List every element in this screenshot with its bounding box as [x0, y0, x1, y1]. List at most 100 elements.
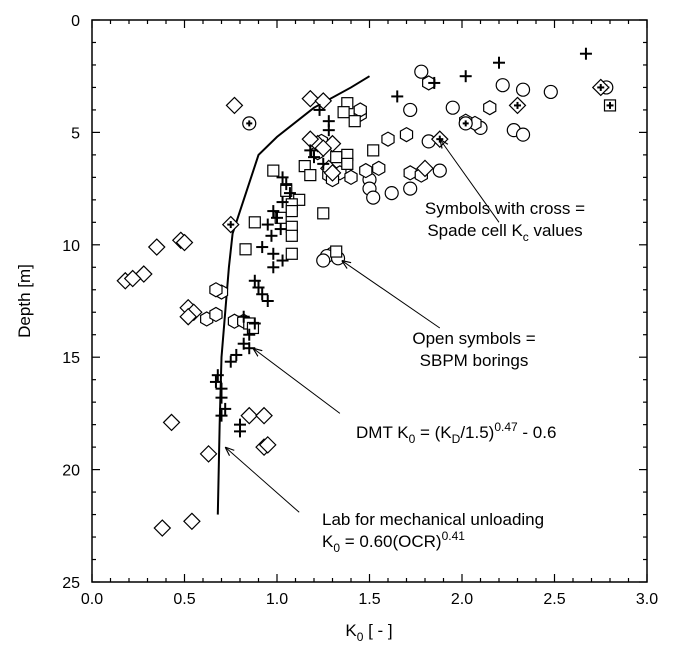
data-point-plus — [304, 144, 317, 157]
data-point-circle — [414, 64, 429, 79]
square-marker — [248, 216, 261, 229]
data-point-circle — [445, 100, 460, 115]
circle-marker — [403, 102, 418, 118]
annotation-arrow-cross — [440, 139, 500, 223]
data-point-plus — [265, 229, 278, 242]
data-point-plus — [215, 409, 228, 422]
diamond-marker — [416, 159, 434, 178]
square-marker — [330, 151, 343, 164]
data-point-square — [248, 216, 261, 229]
diamond-marker — [179, 307, 198, 326]
y-tick-label: 10 — [62, 238, 80, 255]
hexagon-marker — [344, 169, 358, 186]
annotation-superscript: 0.41 — [442, 529, 466, 543]
circle-marker — [366, 190, 381, 205]
data-point-plus — [276, 254, 289, 267]
data-point-plus — [237, 310, 250, 323]
hexagon-marker — [483, 99, 497, 116]
data-point-plus — [209, 375, 222, 388]
hexagon-marker — [381, 131, 395, 147]
annotation-text: = (K — [415, 423, 452, 442]
data-point-square — [330, 245, 343, 258]
data-point-diamond — [240, 406, 259, 425]
diamond-marker — [162, 413, 181, 432]
data-point-square — [367, 144, 380, 157]
data-point-plus — [274, 223, 287, 236]
diamond-marker — [147, 238, 166, 256]
annotation-text: = 0.60(OCR) — [340, 532, 442, 551]
data-point-plus — [267, 261, 280, 274]
data-point-hexagon — [372, 160, 386, 177]
square-marker — [348, 115, 361, 128]
data-point-plus — [276, 171, 289, 184]
square-marker — [285, 229, 298, 242]
data-point-plus — [234, 425, 246, 438]
data-point-hexagon — [209, 282, 223, 298]
x-tick-label: 0.0 — [81, 591, 103, 608]
data-point-plus — [313, 103, 326, 116]
diamond-marker — [258, 436, 277, 454]
annotation-open-line: Open symbols = — [412, 329, 535, 348]
diamond-marker — [255, 406, 273, 425]
x-axis-title-suffix: [ - ] — [363, 621, 392, 640]
circle-marker — [495, 78, 510, 93]
data-point-square — [348, 115, 361, 128]
annotation-text: values — [529, 221, 583, 240]
data-point-square — [267, 164, 280, 177]
x-tick-label: 2.0 — [451, 591, 473, 608]
data-point-circle — [403, 181, 418, 196]
data-point-plus — [261, 295, 274, 307]
data-point-hexagon — [403, 165, 417, 181]
annotation-text: K — [322, 532, 334, 551]
annotation-dmt-line: DMT K0 = (KD/1.5)0.47 - 0.6 — [356, 420, 556, 446]
square-marker — [341, 157, 354, 170]
square-marker — [285, 247, 298, 260]
square-marker — [317, 207, 330, 220]
annotation-superscript: 0.47 — [494, 420, 518, 434]
circle-marker — [384, 185, 399, 201]
data-point-square — [285, 229, 298, 242]
data-point-plus — [243, 328, 256, 341]
data-point-plus — [256, 288, 269, 301]
annotations-layer: Symbols with cross = Spade cell Kc values… — [225, 139, 585, 555]
data-point-diamond-cross — [508, 96, 527, 115]
diamond-marker — [225, 96, 244, 115]
data-point-circle — [366, 190, 381, 205]
axis-ticks — [91, 19, 648, 583]
annotation-subscript: 0 — [333, 541, 340, 555]
data-point-diamond — [175, 233, 194, 252]
y-tick-label: 20 — [62, 463, 80, 480]
data-point-diamond — [258, 436, 277, 454]
data-point-diamond — [301, 89, 320, 108]
annotation-text: Spade cell K — [427, 221, 523, 240]
data-point-plus — [283, 187, 296, 200]
data-point-plus — [493, 56, 505, 69]
diamond-marker — [199, 445, 218, 463]
y-tick-label: 25 — [62, 575, 80, 592]
y-axis-title: Depth [m] — [15, 264, 34, 338]
circle-marker — [515, 127, 531, 142]
data-point-hexagon — [381, 131, 395, 147]
data-point-plus — [267, 247, 280, 260]
data-point-square — [341, 157, 354, 170]
data-point-plus — [219, 402, 232, 415]
data-point-plus — [248, 317, 261, 330]
data-point-plus — [276, 196, 289, 209]
diamond-marker — [301, 89, 320, 108]
diamond-marker — [123, 269, 142, 288]
annotation-lab-line: K0 = 0.60(OCR)0.41 — [322, 529, 465, 555]
axis-tick-labels: 0.0 0.5 1.0 1.5 2.0 2.5 3.0 0 5 10 15 20 25 — [62, 13, 658, 608]
data-point-plus — [252, 281, 265, 294]
curve-layer — [216, 75, 371, 515]
hexagon-marker — [372, 160, 386, 177]
data-point-plus — [391, 90, 404, 103]
annotation-arrow-open — [342, 261, 441, 329]
data-point-circle — [432, 163, 447, 178]
square-marker — [285, 204, 298, 218]
data-point-plus — [224, 355, 237, 368]
annotation-subscript: D — [452, 432, 461, 446]
hexagon-marker — [359, 162, 373, 179]
hexagon-marker — [209, 306, 223, 323]
annotation-arrow-lab — [225, 447, 300, 513]
